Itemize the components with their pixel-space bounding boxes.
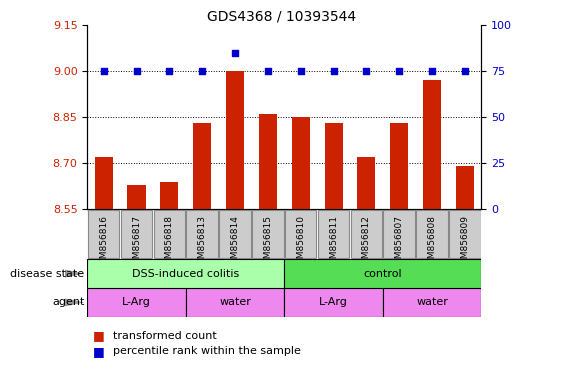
- Text: GSM856813: GSM856813: [198, 215, 207, 270]
- Text: ■: ■: [93, 345, 105, 358]
- FancyBboxPatch shape: [154, 210, 185, 258]
- FancyBboxPatch shape: [383, 288, 481, 317]
- Bar: [456, 166, 474, 209]
- Bar: [95, 157, 113, 209]
- Point: [132, 68, 141, 74]
- Text: water: water: [416, 297, 448, 308]
- FancyBboxPatch shape: [220, 210, 251, 258]
- Text: GSM856812: GSM856812: [362, 215, 371, 270]
- Point: [165, 68, 174, 74]
- Text: DSS-induced colitis: DSS-induced colitis: [132, 268, 239, 279]
- Text: transformed count: transformed count: [113, 331, 216, 341]
- Text: GDS4368 / 10393544: GDS4368 / 10393544: [207, 10, 356, 23]
- Text: GSM856816: GSM856816: [99, 215, 108, 270]
- FancyBboxPatch shape: [87, 259, 284, 288]
- FancyBboxPatch shape: [285, 210, 316, 258]
- Bar: [127, 185, 146, 209]
- FancyBboxPatch shape: [88, 210, 119, 258]
- Text: water: water: [219, 297, 251, 308]
- Text: GSM856817: GSM856817: [132, 215, 141, 270]
- Point: [329, 68, 338, 74]
- Point: [296, 68, 305, 74]
- FancyBboxPatch shape: [186, 288, 284, 317]
- Point: [263, 68, 272, 74]
- Point: [99, 68, 108, 74]
- FancyBboxPatch shape: [186, 210, 218, 258]
- FancyBboxPatch shape: [383, 210, 415, 258]
- Bar: [324, 123, 343, 209]
- Text: disease state: disease state: [10, 268, 84, 279]
- Point: [428, 68, 437, 74]
- Point: [198, 68, 207, 74]
- Text: L-Arg: L-Arg: [319, 297, 348, 308]
- Polygon shape: [65, 298, 84, 306]
- Point: [461, 68, 470, 74]
- Bar: [259, 114, 277, 209]
- FancyBboxPatch shape: [351, 210, 382, 258]
- FancyBboxPatch shape: [284, 288, 383, 317]
- Text: GSM856810: GSM856810: [296, 215, 305, 270]
- Text: GSM856811: GSM856811: [329, 215, 338, 270]
- Text: GSM856814: GSM856814: [231, 215, 239, 270]
- FancyBboxPatch shape: [417, 210, 448, 258]
- FancyBboxPatch shape: [121, 210, 152, 258]
- FancyBboxPatch shape: [449, 210, 481, 258]
- Point: [231, 50, 240, 56]
- Bar: [358, 157, 376, 209]
- FancyBboxPatch shape: [318, 210, 349, 258]
- Text: GSM856809: GSM856809: [461, 215, 470, 270]
- Text: ■: ■: [93, 329, 105, 343]
- Text: GSM856807: GSM856807: [395, 215, 404, 270]
- FancyBboxPatch shape: [252, 210, 284, 258]
- Bar: [160, 182, 178, 209]
- Text: percentile rank within the sample: percentile rank within the sample: [113, 346, 301, 356]
- Text: L-Arg: L-Arg: [122, 297, 151, 308]
- Text: control: control: [364, 268, 402, 279]
- Bar: [226, 71, 244, 209]
- Bar: [423, 80, 441, 209]
- Text: GSM856808: GSM856808: [428, 215, 436, 270]
- Text: GSM856815: GSM856815: [263, 215, 272, 270]
- FancyBboxPatch shape: [284, 259, 481, 288]
- Polygon shape: [65, 270, 84, 278]
- Point: [395, 68, 404, 74]
- Bar: [390, 123, 408, 209]
- Text: agent: agent: [52, 297, 84, 308]
- Bar: [292, 117, 310, 209]
- Bar: [193, 123, 211, 209]
- Text: GSM856818: GSM856818: [165, 215, 174, 270]
- FancyBboxPatch shape: [87, 288, 186, 317]
- Point: [362, 68, 371, 74]
